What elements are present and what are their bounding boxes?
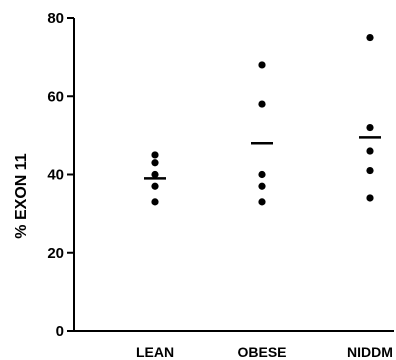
data-point [258, 182, 266, 190]
y-tick-label: 0 [56, 323, 64, 340]
y-tick-label: 80 [47, 10, 64, 27]
data-point [366, 166, 374, 175]
data-point [151, 198, 159, 206]
data-point [151, 159, 159, 167]
data-point [258, 198, 266, 206]
data-point [366, 33, 374, 42]
y-axis-ticks: 0 20 40 60 80 [47, 10, 74, 340]
data-points [151, 33, 374, 206]
data-point [151, 182, 159, 190]
data-point [258, 100, 266, 108]
y-tick-label: 40 [47, 167, 64, 184]
data-point [366, 194, 374, 202]
data-point [151, 170, 159, 179]
x-category-label: NIDDM [347, 344, 393, 360]
x-category-label: OBESE [237, 344, 286, 360]
data-point [151, 151, 159, 159]
data-point [258, 170, 266, 179]
x-axis-category-labels: LEAN OBESE NIDDM [136, 344, 393, 360]
x-category-label: LEAN [136, 344, 174, 360]
y-axis-title: % EXON 11 [13, 153, 30, 238]
data-point [258, 61, 266, 69]
y-tick-label: 60 [47, 88, 64, 105]
data-point [366, 123, 374, 132]
data-point [366, 147, 374, 155]
y-tick-label: 20 [47, 245, 64, 262]
mean-markers [144, 136, 381, 180]
